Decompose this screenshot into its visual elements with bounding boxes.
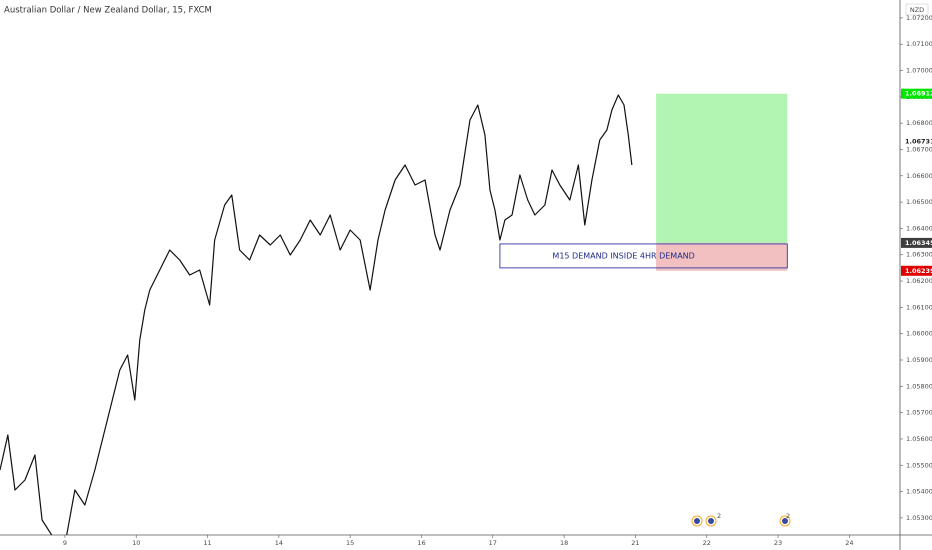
x-tick-label: 11 bbox=[203, 539, 211, 547]
y-tick-label: 1.06300 bbox=[906, 251, 932, 259]
price-label: 1.06912 bbox=[905, 90, 932, 98]
event-flag bbox=[708, 518, 714, 524]
annotation-box bbox=[499, 243, 788, 269]
y-tick-label: 1.07000 bbox=[906, 67, 932, 75]
event-count: 2 bbox=[786, 512, 790, 520]
y-tick-label: 1.05700 bbox=[906, 409, 932, 417]
x-tick-label: 10 bbox=[132, 539, 140, 547]
y-tick-label: 1.06100 bbox=[906, 303, 932, 311]
chart-title: Australian Dollar / New Zealand Dollar, … bbox=[4, 6, 212, 16]
x-tick-label: 16 bbox=[417, 539, 425, 547]
price-label-box bbox=[901, 237, 932, 248]
y-tick-label: 1.06500 bbox=[906, 198, 932, 206]
y-tick-label: 1.05600 bbox=[906, 435, 932, 443]
currency: NZD bbox=[910, 6, 924, 14]
x-tick-label: 18 bbox=[560, 539, 568, 547]
plot: M15 DEMAND INSIDE 4HR DEMAND bbox=[0, 93, 788, 535]
annotation-text: M15 DEMAND INSIDE 4HR DEMAND bbox=[552, 251, 694, 260]
y-tick-label: 1.05900 bbox=[906, 356, 932, 364]
y-tick-label: 1.06400 bbox=[906, 224, 932, 232]
price-label-box bbox=[901, 88, 932, 99]
y-tick-label: 1.05800 bbox=[906, 382, 932, 390]
y-tick-label: 1.06700 bbox=[906, 145, 932, 153]
currency-box bbox=[905, 3, 929, 16]
y-tick-label: 1.07100 bbox=[906, 40, 932, 48]
x-tick-label: 15 bbox=[346, 539, 354, 547]
x-tick-label: 23 bbox=[774, 539, 782, 547]
y-tick-label: 1.05300 bbox=[906, 514, 932, 522]
x-tick-label: 17 bbox=[489, 539, 497, 547]
event-flag bbox=[694, 518, 700, 524]
events: 2 2 bbox=[691, 512, 791, 527]
event-flag bbox=[782, 518, 788, 524]
x-tick-label: 24 bbox=[845, 539, 853, 547]
x-tick-label: 21 bbox=[631, 539, 639, 547]
price-label: 1.06239 bbox=[905, 267, 932, 275]
price-label-box bbox=[901, 265, 932, 276]
y-tick-label: 1.06800 bbox=[906, 119, 932, 127]
x-tick-label: 22 bbox=[703, 539, 711, 547]
y-tick-label: 1.07200 bbox=[906, 14, 932, 22]
loss-zone bbox=[656, 242, 788, 271]
y-tick-label: 1.05400 bbox=[906, 488, 932, 496]
price-label: 1.06345 bbox=[905, 239, 932, 247]
event-count: 2 bbox=[717, 512, 721, 520]
y-tick-label: 1.05500 bbox=[906, 461, 932, 469]
profit-zone bbox=[656, 93, 788, 243]
y-tick-label: 1.06200 bbox=[906, 277, 932, 285]
x-tick-label: 14 bbox=[275, 539, 283, 547]
price-line bbox=[0, 94, 633, 535]
y-tick-label: 1.06600 bbox=[906, 172, 932, 180]
price-label: 1.06731 bbox=[905, 137, 932, 145]
x-tick-label: 9 bbox=[63, 539, 67, 547]
y-tick-label: 1.06000 bbox=[906, 330, 932, 338]
